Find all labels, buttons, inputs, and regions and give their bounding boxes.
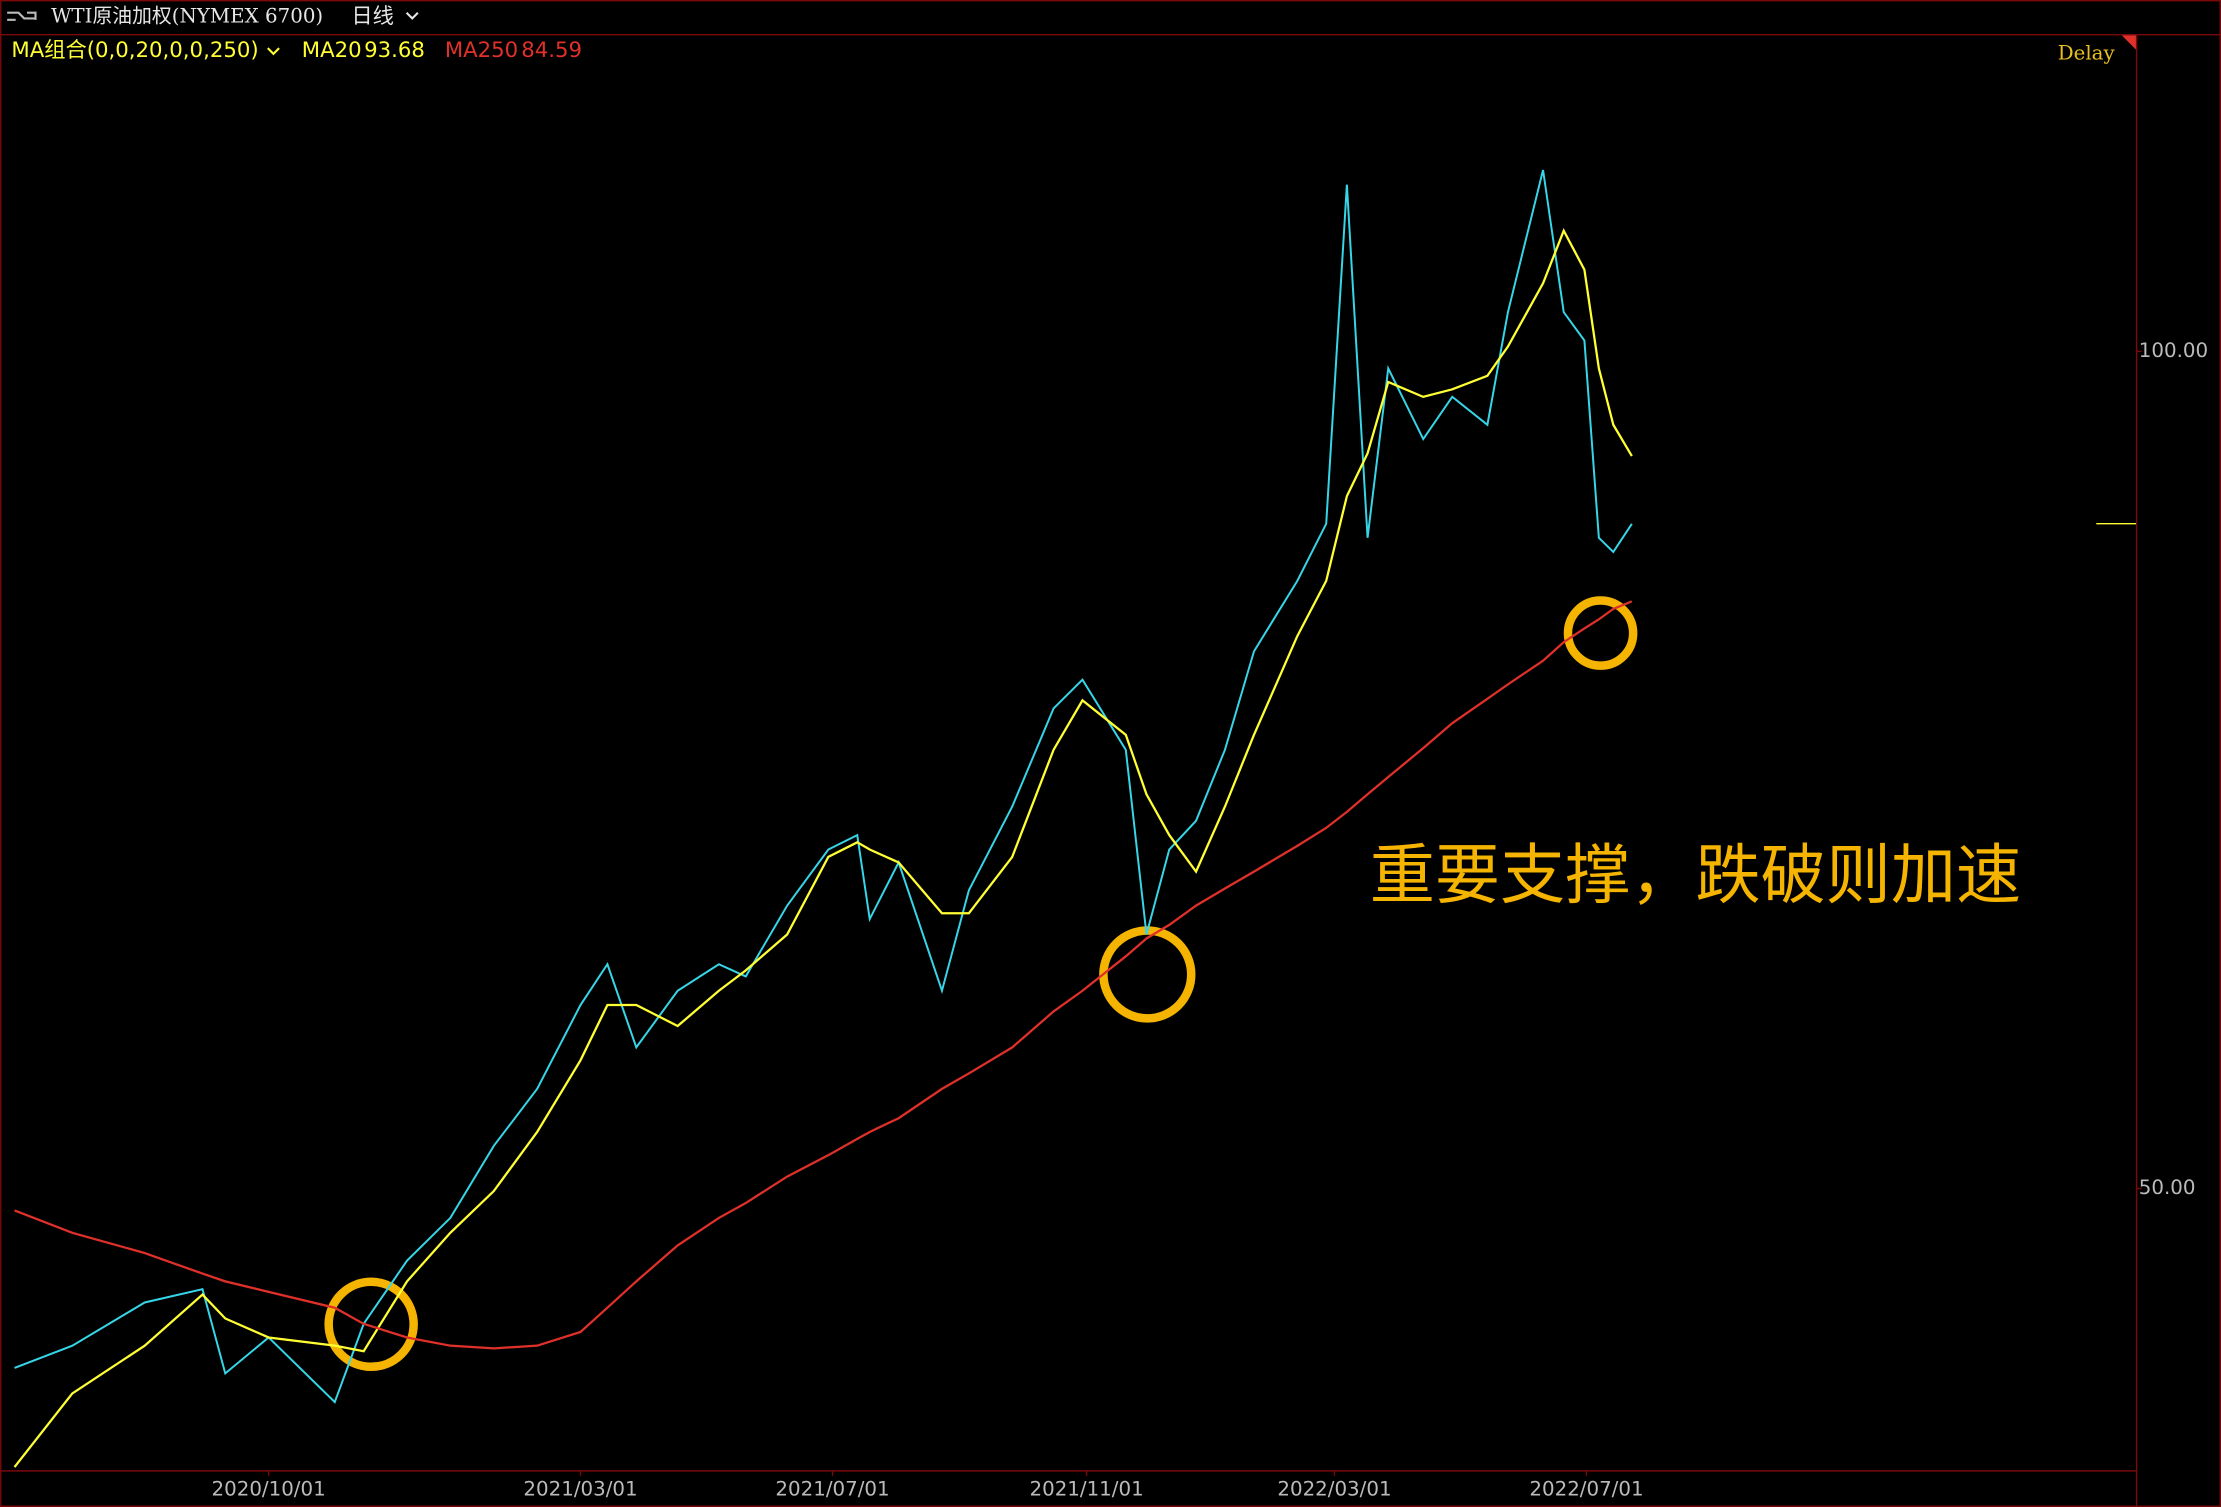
ma-line (14, 600, 1633, 1350)
dropdown-arrow[interactable] (267, 47, 280, 56)
link-icon (7, 11, 37, 21)
status-label: Delay (2058, 41, 2116, 64)
annotation: 重要支撑，跌破则加速 (1370, 839, 2021, 914)
x-tick-label: 2021/11/01 (1029, 1478, 1143, 1501)
x-tick-label: 2021/07/01 (775, 1478, 889, 1501)
x-tick-label: 2022/03/01 (1277, 1478, 1391, 1501)
indicator-selector[interactable]: MA组合(0,0,20,0,0,250) (11, 38, 258, 63)
x-tick-label: 2021/03/01 (523, 1478, 637, 1501)
legend-value: 93.68 (364, 38, 425, 63)
legend-name: MA20 (302, 38, 362, 63)
dropdown-arrow[interactable] (405, 11, 419, 20)
instrument-title[interactable]: WTI原油加权(NYMEX 6700) (51, 4, 323, 27)
legend-value: 84.59 (521, 38, 582, 63)
y-tick-label: 50.00 (2139, 1176, 2196, 1199)
ma-line (13, 228, 1633, 1468)
x-tick-label: 2020/10/01 (212, 1478, 326, 1501)
period-selector[interactable]: 日线 (351, 4, 393, 29)
price-line (14, 169, 1633, 1404)
legend-name: MA250 (445, 38, 518, 63)
y-tick-label: 100.00 (2139, 339, 2208, 362)
corner-flag (2121, 35, 2136, 50)
x-tick-label: 2022/07/01 (1529, 1478, 1643, 1501)
